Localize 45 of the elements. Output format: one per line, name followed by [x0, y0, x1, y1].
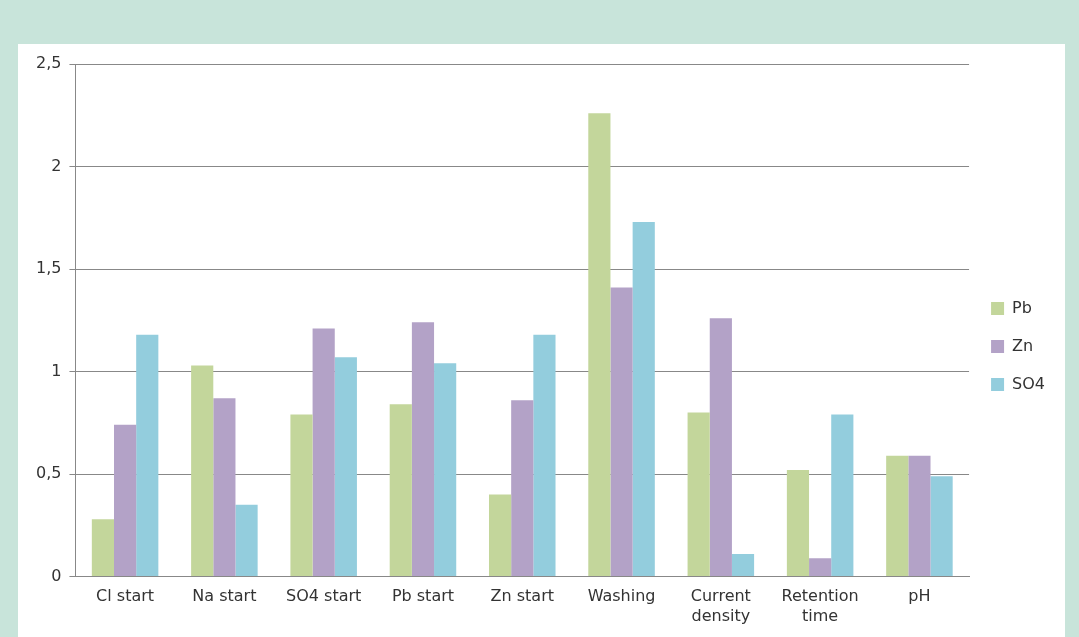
bar: [411, 322, 435, 577]
legend-label: Pb: [1012, 297, 1032, 317]
bar: [731, 554, 755, 577]
bar: [91, 519, 114, 577]
x-tick-label: SO4 start: [286, 586, 362, 606]
x-tick-label: Washing: [587, 586, 656, 606]
y-tick-label: 0,5: [35, 463, 62, 483]
y-tick-label: 2,5: [35, 53, 62, 73]
bar: [809, 558, 832, 577]
bar: [434, 363, 457, 577]
legend-label: SO4: [1012, 373, 1046, 393]
x-tick-label: Pb start: [391, 586, 455, 606]
bar: [312, 328, 335, 577]
x-tick-label: Retention time: [781, 586, 859, 625]
bar: [831, 414, 854, 577]
bar: [235, 504, 258, 577]
y-tick-label: 1: [51, 360, 62, 380]
bar: [213, 398, 236, 577]
bar: [191, 365, 214, 577]
x-tick-label: Na start: [192, 586, 257, 606]
bar: [687, 412, 710, 577]
bar: [610, 287, 633, 577]
x-tick-label: Current density: [690, 586, 751, 625]
bar: [334, 357, 357, 577]
bar: [114, 424, 137, 577]
bar: [533, 334, 556, 577]
bar: [632, 221, 655, 577]
legend-label: Zn: [1012, 335, 1034, 355]
bar: [511, 400, 534, 577]
bar: [908, 455, 931, 577]
y-tick-label: 0: [51, 565, 62, 585]
bar: [786, 469, 810, 577]
bar: [489, 494, 512, 577]
y-tick-label: 1,5: [35, 258, 62, 278]
x-tick-label: Zn start: [490, 586, 554, 606]
bar: [389, 404, 412, 577]
bar: [136, 334, 159, 577]
bar: [886, 455, 909, 577]
bar: [588, 113, 611, 577]
bar: [930, 476, 953, 577]
x-tick-label: pH: [908, 586, 931, 606]
bar: [709, 318, 732, 577]
y-tick-label: 2: [51, 155, 62, 175]
x-tick-label: Cl start: [96, 586, 155, 606]
bar: [290, 414, 313, 577]
